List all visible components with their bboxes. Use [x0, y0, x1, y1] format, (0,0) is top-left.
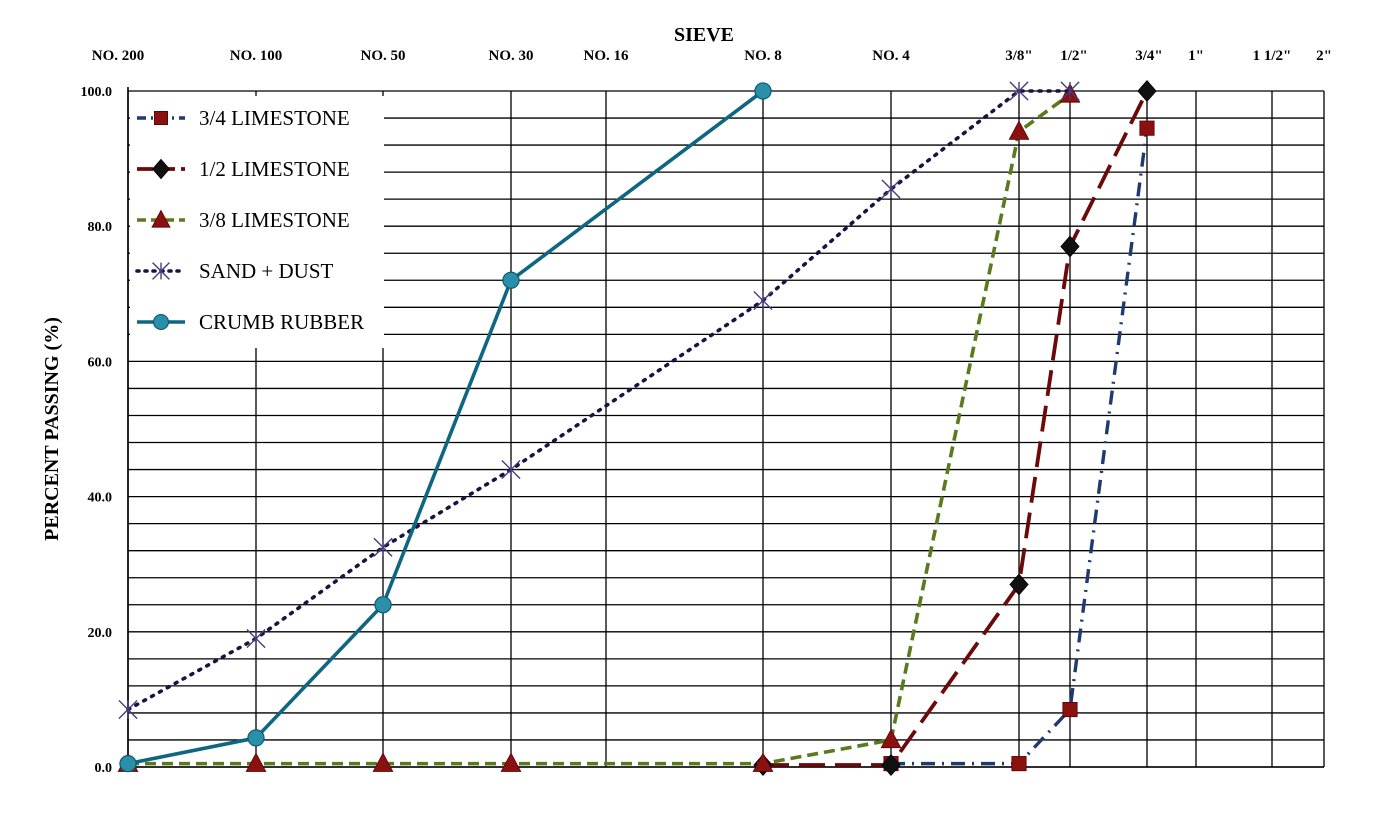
x-tick-label: 1" [1188, 48, 1204, 64]
data-point [152, 158, 170, 180]
legend-background [130, 96, 384, 348]
data-point [152, 313, 170, 331]
data-point [118, 699, 138, 720]
legend: 3/4 LIMESTONE 1/2 LIMESTONE 3/8 LIMESTONE S… [130, 96, 384, 348]
data-point [502, 271, 520, 289]
data-point [752, 752, 774, 772]
series-sand-dust [118, 81, 1080, 720]
legend-label: SAND + DUST [199, 259, 334, 283]
data-point [1009, 81, 1029, 101]
data-point [373, 537, 393, 557]
y-tick-label: 0.0 [95, 761, 113, 776]
data-point [152, 262, 170, 280]
data-point [1060, 235, 1080, 258]
data-point [754, 82, 772, 100]
x-tick-label: NO. 16 [584, 48, 630, 64]
legend-label: CRUMB RUBBER [199, 310, 364, 334]
data-point [153, 111, 168, 126]
x-tick-label: 2" [1316, 48, 1332, 64]
x-tick-label: NO. 30 [489, 48, 534, 64]
data-point [1008, 120, 1030, 140]
data-point [881, 179, 901, 199]
data-point [246, 628, 266, 649]
y-tick-label: 20.0 [88, 626, 113, 641]
x-axis-title: SIEVE [674, 24, 734, 46]
series-line [763, 90, 1149, 767]
legend-entry: SAND + DUST [135, 259, 334, 283]
legend-label: 1/2 LIMESTONE [199, 157, 350, 181]
data-point [372, 752, 394, 772]
series-layer [117, 79, 1157, 776]
series-line [128, 92, 1072, 766]
series-line [126, 89, 1072, 712]
data-point [880, 728, 902, 749]
y-tick-label: 80.0 [88, 220, 113, 235]
y-tick-label: 100.0 [81, 85, 113, 100]
data-point [881, 753, 901, 776]
axis-layer: NO. 200 NO. 100 NO. 50 NO. 30 NO. 16 NO. 8 NO.… [81, 48, 1332, 776]
data-point [247, 729, 265, 747]
data-point [753, 290, 773, 311]
legend-label: 3/4 LIMESTONE [199, 106, 350, 130]
series-crumb-rubber [119, 82, 772, 773]
data-point [119, 754, 137, 773]
data-point [1060, 81, 1080, 101]
x-tick-label: NO. 200 [92, 48, 145, 64]
series-line [891, 127, 1149, 766]
data-point [151, 209, 171, 228]
y-tick-label: 40.0 [88, 491, 113, 506]
data-point [1009, 573, 1029, 596]
data-point [500, 752, 522, 772]
data-point [374, 596, 392, 614]
series-1-2-limestone [753, 79, 1157, 776]
x-tick-label: NO. 4 [872, 48, 910, 64]
x-tick-label: NO. 100 [230, 48, 283, 64]
data-point [245, 752, 267, 772]
x-tick-label: 3/8" [1005, 48, 1033, 64]
legend-entry: CRUMB RUBBER [137, 310, 364, 334]
data-point [1137, 79, 1157, 103]
data-point [1139, 120, 1155, 136]
x-tick-label: 1 1/2" [1253, 48, 1292, 64]
legend-label: 3/8 LIMESTONE [199, 208, 350, 232]
legend-entry: 3/8 LIMESTONE [137, 208, 350, 232]
data-point [1062, 701, 1078, 718]
x-tick-label: NO. 8 [744, 48, 782, 64]
x-tick-label: NO. 50 [361, 48, 406, 64]
y-tick-label: 60.0 [88, 355, 113, 370]
y-axis-title: PERCENT PASSING (%) [41, 317, 63, 541]
legend-entry: 1/2 LIMESTONE [137, 157, 350, 181]
legend-entry: 3/4 LIMESTONE [137, 106, 350, 130]
data-point [1011, 756, 1027, 772]
x-tick-label: 3/4" [1135, 48, 1163, 64]
x-tick-label: 1/2" [1060, 48, 1088, 64]
data-point [501, 459, 521, 480]
